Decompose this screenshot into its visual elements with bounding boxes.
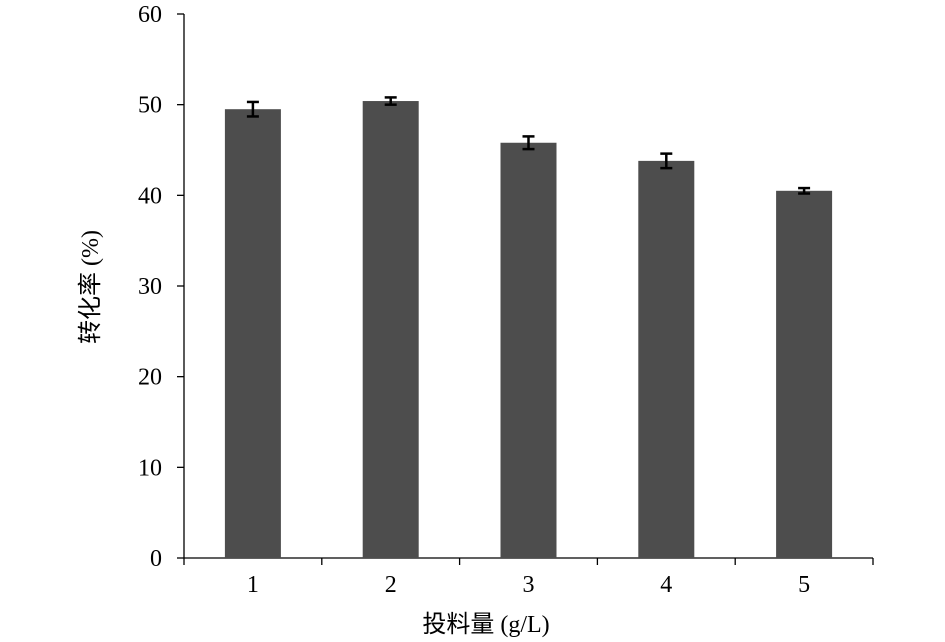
y-tick-label: 50 (138, 93, 162, 119)
x-tick-label: 1 (247, 572, 259, 598)
bar (224, 109, 281, 558)
x-tick-label: 3 (523, 572, 535, 598)
y-tick-label: 30 (138, 274, 162, 300)
x-axis: 1 2 3 4 5 (183, 557, 874, 598)
y-axis-label: 转化率 (%) (77, 230, 104, 344)
bars (224, 101, 833, 559)
y-tick-label: 20 (138, 365, 162, 391)
x-tick-label: 4 (660, 572, 672, 598)
bar (638, 160, 695, 558)
x-axis-label: 投料量 (g/L) (422, 611, 549, 638)
bar (500, 142, 557, 558)
x-tick-label: 5 (798, 572, 810, 598)
y-tick-label: 10 (138, 455, 162, 481)
y-axis: 0 10 20 30 40 50 60 (138, 2, 185, 572)
y-tick-label: 60 (138, 2, 162, 28)
y-tick-label: 40 (138, 183, 162, 209)
x-tick-label: 2 (385, 572, 397, 598)
bar (776, 190, 833, 559)
error-bars (246, 96, 811, 195)
y-tick-label: 0 (150, 546, 162, 572)
bar (362, 101, 419, 558)
